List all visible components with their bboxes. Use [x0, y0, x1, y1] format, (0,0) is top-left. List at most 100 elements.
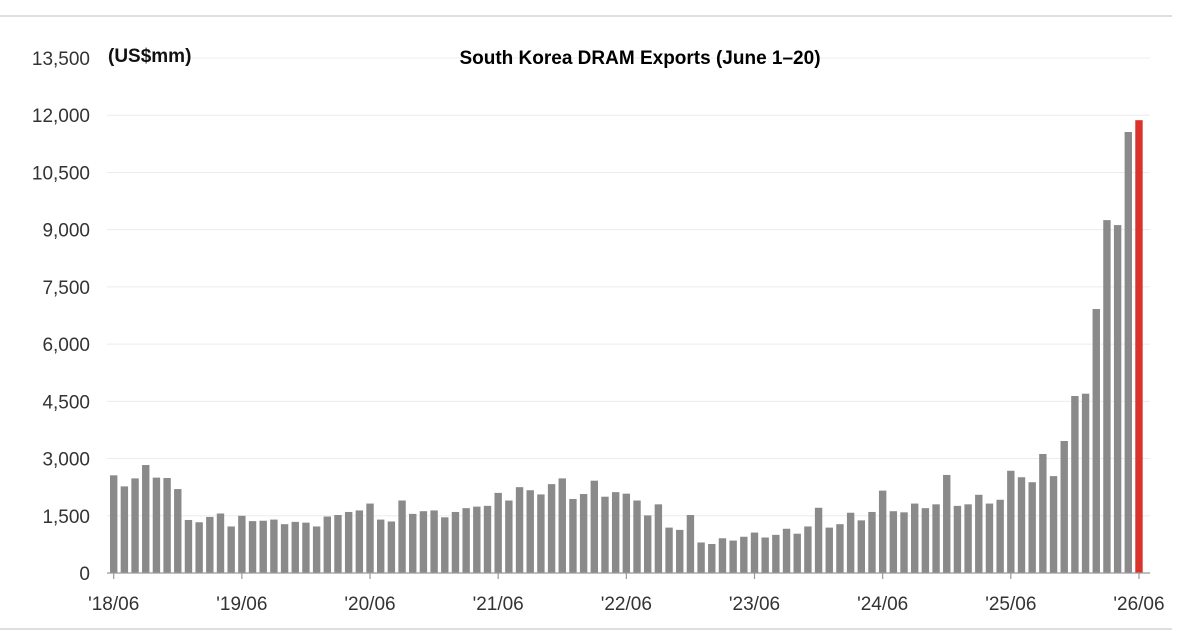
bar	[1092, 309, 1100, 573]
chart-title: South Korea DRAM Exports (June 1–20)	[459, 48, 820, 69]
bar	[996, 499, 1004, 573]
bar	[825, 527, 833, 573]
bar	[131, 478, 139, 573]
x-tick-label: '25/06	[985, 594, 1036, 615]
bar	[697, 542, 705, 573]
bar	[195, 522, 203, 573]
bar	[1039, 453, 1047, 573]
bar	[964, 504, 972, 573]
bar	[377, 519, 385, 573]
bar	[227, 526, 235, 573]
y-tick-label: 1,500	[42, 507, 90, 528]
bar	[494, 492, 502, 573]
bar	[120, 486, 129, 573]
bar	[793, 533, 801, 573]
x-tick-labels: '18/06 '19/06 '20/06 '21/06 '22/06 '23/06 '24/…	[88, 594, 1164, 615]
y-tick-label: 7,500	[42, 278, 90, 299]
bar	[184, 519, 193, 573]
x-tick-label: '26/06	[1113, 594, 1164, 615]
bar	[708, 544, 716, 573]
y-tick-label: 9,000	[42, 221, 90, 242]
bar	[761, 537, 769, 573]
y-tick-labels: 0 1,500 3,000 4,500 6,000 7,500 9,000 10,500 12,…	[32, 49, 90, 585]
bar	[216, 513, 225, 573]
bar	[654, 504, 663, 573]
y-tick-label: 0	[79, 564, 90, 585]
x-tick-label: '23/06	[729, 594, 780, 615]
bar	[911, 503, 919, 573]
bar	[740, 536, 748, 573]
bar	[291, 521, 299, 573]
x-tick-label: '22/06	[601, 594, 652, 615]
bar	[590, 480, 598, 573]
bar	[932, 504, 940, 573]
bar	[686, 515, 695, 573]
y-tick-label: 3,000	[42, 450, 90, 471]
bar	[622, 493, 631, 573]
bar	[323, 516, 331, 573]
bar	[515, 487, 524, 573]
bar	[483, 505, 492, 573]
bar	[718, 538, 727, 573]
bar	[985, 503, 994, 573]
bar	[270, 519, 278, 573]
bar	[569, 498, 577, 573]
bar	[537, 494, 545, 573]
bar	[505, 500, 513, 573]
bar	[900, 512, 908, 573]
bar	[238, 515, 246, 573]
bar	[1113, 225, 1122, 574]
bar	[259, 520, 267, 573]
bar	[1124, 132, 1132, 574]
bar	[451, 511, 460, 573]
bar	[152, 477, 161, 573]
bar	[398, 500, 406, 573]
bar	[889, 511, 898, 573]
bar	[366, 503, 374, 573]
bar	[836, 524, 844, 573]
x-tick-label: '18/06	[88, 594, 139, 615]
bar	[1071, 395, 1079, 573]
bar-highlight	[1135, 120, 1143, 573]
bar	[387, 521, 396, 573]
bar	[868, 511, 876, 573]
y-tick-label: 4,500	[42, 392, 90, 413]
bar	[782, 528, 791, 573]
bar	[206, 516, 214, 573]
bar	[441, 517, 449, 573]
bar	[142, 465, 150, 573]
bar	[280, 524, 289, 573]
bar	[611, 492, 620, 573]
y-tick-label: 6,000	[42, 335, 90, 356]
bar	[857, 520, 865, 573]
bar	[579, 494, 588, 573]
bar	[633, 500, 641, 573]
bar	[1028, 482, 1036, 573]
bar	[665, 527, 673, 573]
bar	[846, 512, 855, 573]
bar	[750, 532, 759, 573]
bar	[430, 510, 438, 573]
bar	[526, 490, 534, 573]
x-tick-label: '24/06	[857, 594, 908, 615]
bar	[975, 494, 983, 573]
bar	[462, 508, 470, 573]
bar	[1060, 441, 1068, 573]
bar	[804, 526, 812, 573]
bar	[729, 540, 737, 573]
bar	[312, 526, 321, 573]
bar	[953, 505, 962, 573]
y-tick-label: 12,000	[32, 106, 90, 127]
bar	[921, 508, 930, 573]
bar	[419, 511, 428, 573]
bar	[174, 489, 182, 573]
bar	[334, 515, 342, 573]
bar	[547, 484, 556, 573]
bar	[814, 507, 823, 573]
x-tick-marks	[113, 573, 1140, 579]
x-tick-label: '19/06	[216, 594, 267, 615]
bar	[676, 529, 684, 573]
bar	[110, 475, 118, 573]
bar	[355, 510, 364, 573]
